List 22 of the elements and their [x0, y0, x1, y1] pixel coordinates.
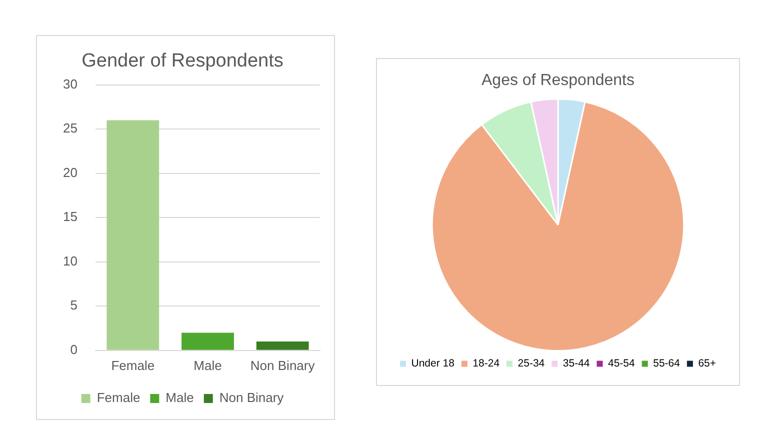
- legend-label: 65+: [698, 358, 716, 370]
- legend-label: 55-64: [653, 358, 680, 370]
- y-tick-label: 25: [62, 120, 78, 136]
- y-tick-label: 10: [62, 253, 78, 268]
- y-tick-label: 5: [70, 298, 78, 313]
- legend-label: Female: [96, 390, 140, 406]
- legend-label: Non Binary: [219, 390, 284, 406]
- legend-label: Under 18: [411, 358, 455, 370]
- x-tick-label: Female: [111, 358, 155, 373]
- y-tick-label: 20: [62, 164, 78, 180]
- y-tick-label: 30: [62, 76, 78, 92]
- legend-label: 18-24: [472, 358, 500, 370]
- legend-label: 45-54: [608, 358, 636, 370]
- x-tick-label: Male: [194, 358, 222, 373]
- legend-label: 35-44: [562, 358, 590, 370]
- y-tick-label: 15: [62, 209, 78, 224]
- x-tick-label: Non Binary: [250, 358, 316, 373]
- chart-title: Ages of Respondents: [482, 72, 634, 90]
- legend-label: Male: [166, 390, 194, 406]
- chart-title: Gender of Respondents: [82, 50, 284, 72]
- y-tick-label: 0: [70, 342, 78, 357]
- legend-label: 25-34: [518, 358, 545, 370]
